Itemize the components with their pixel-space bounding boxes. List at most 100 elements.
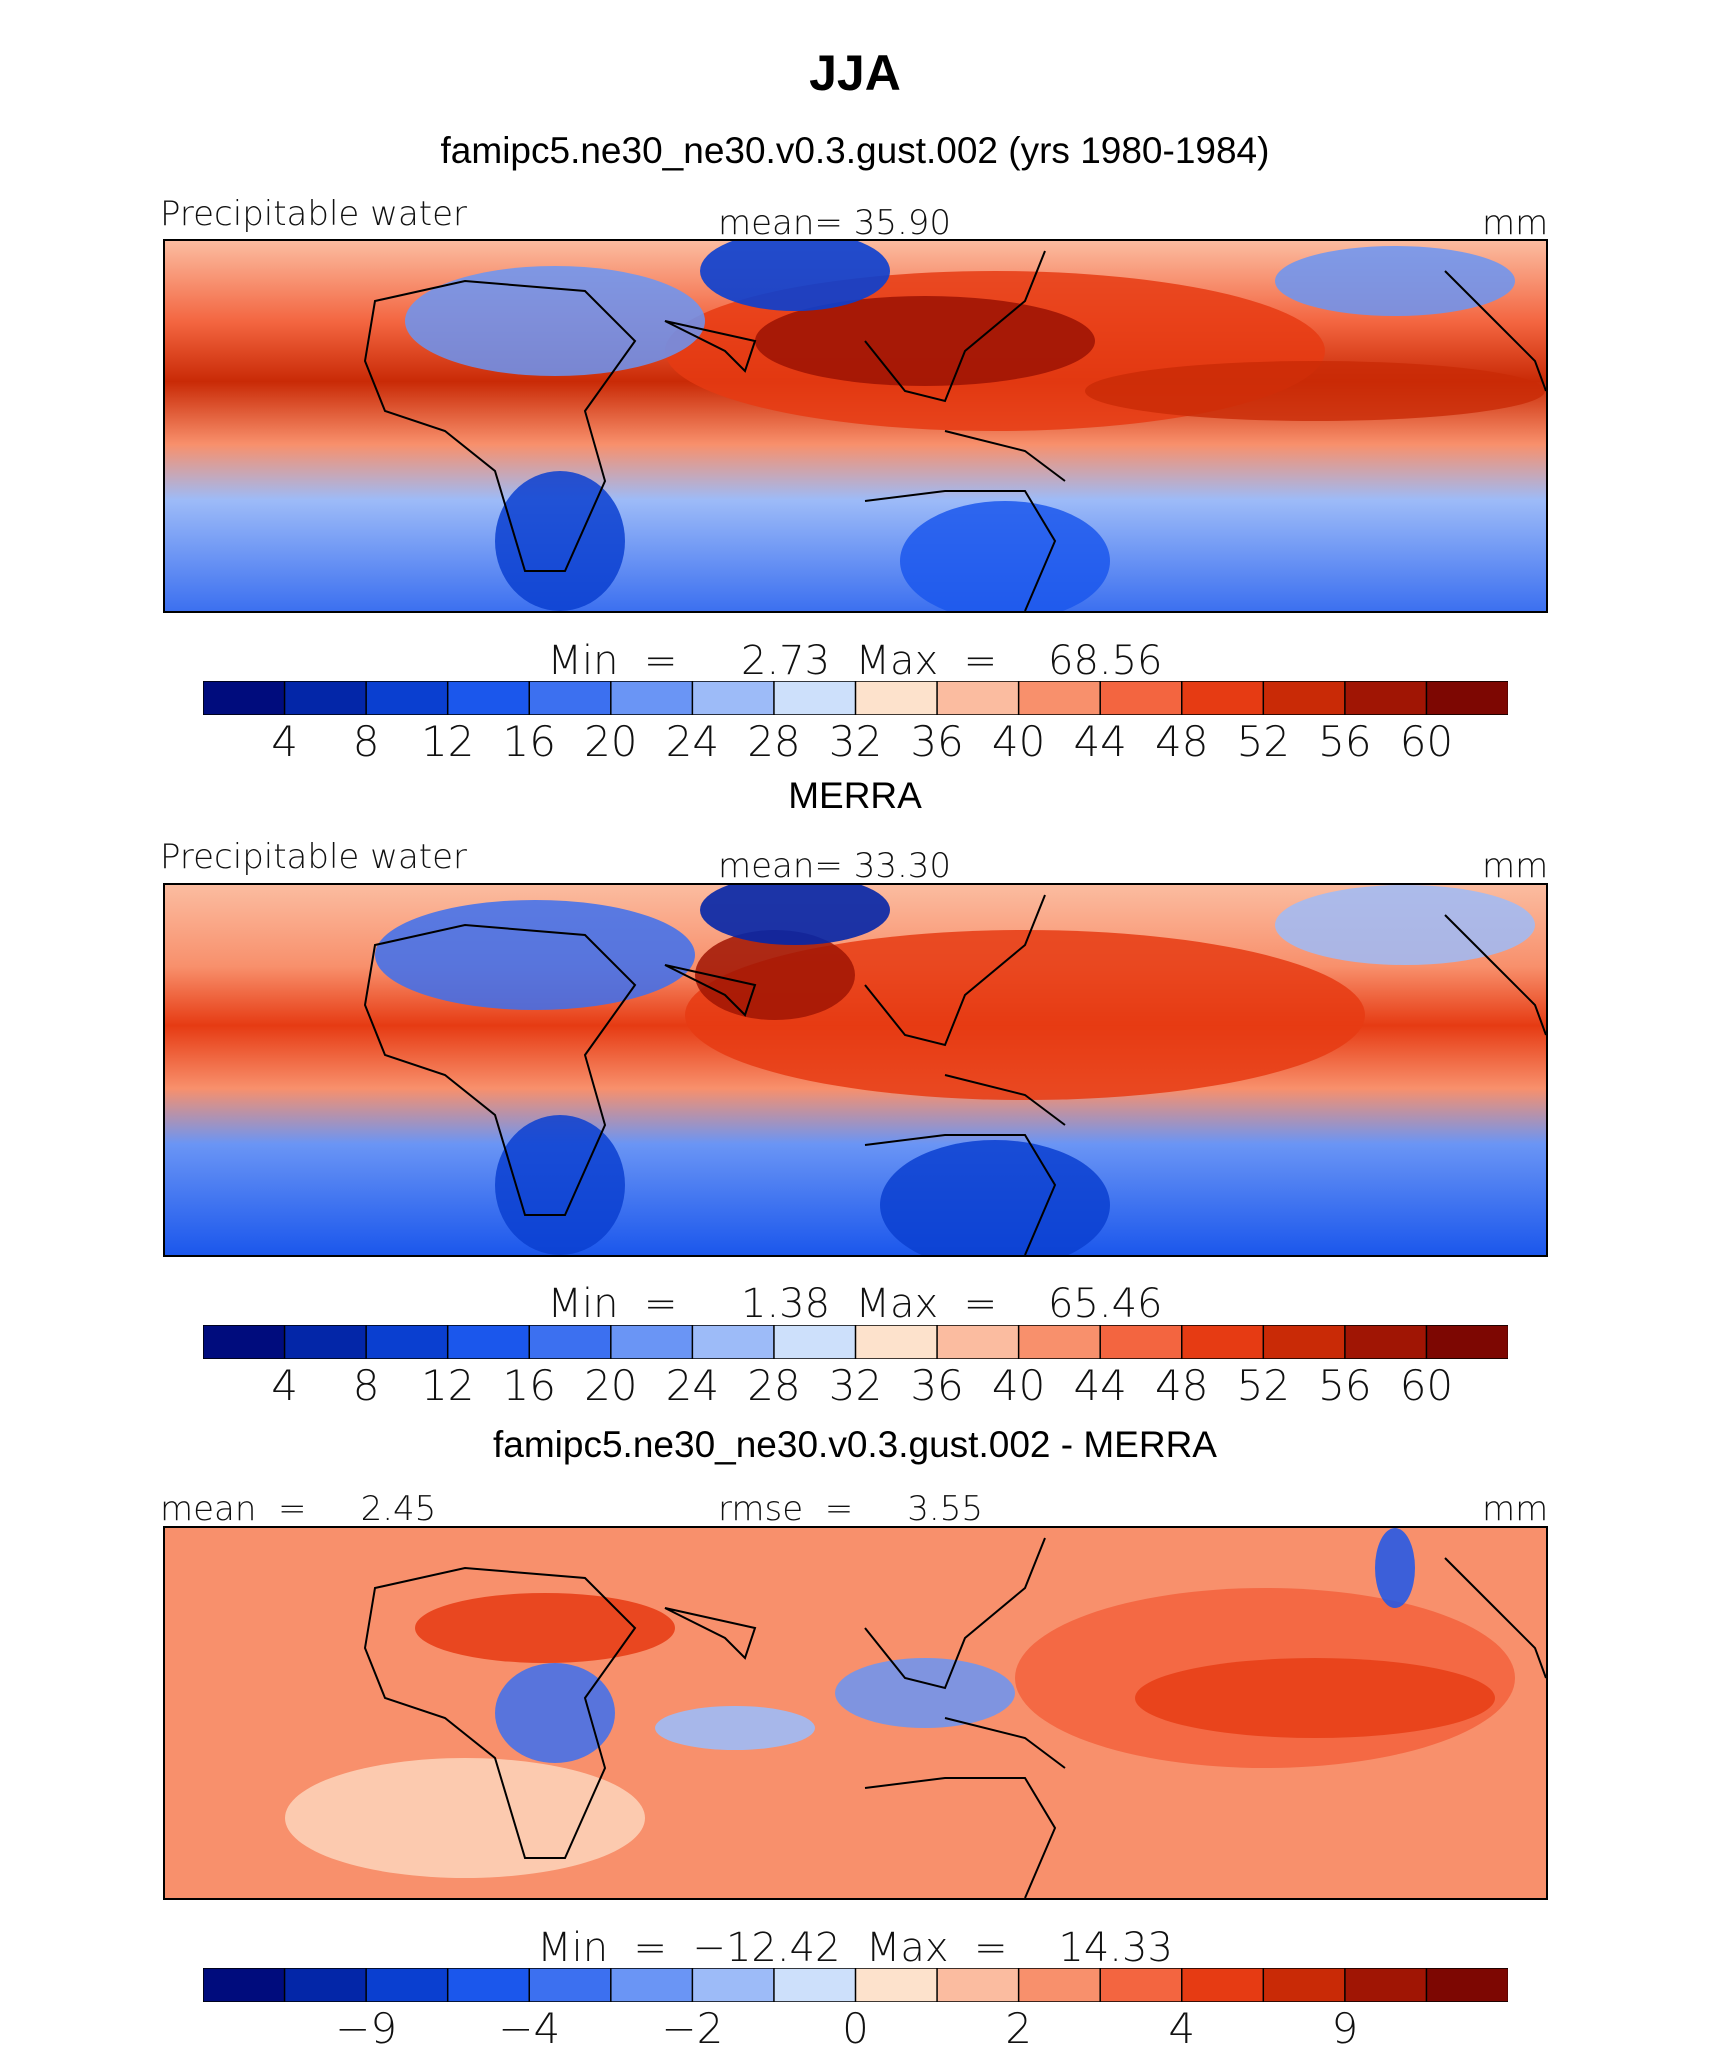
panel-1-units-label: mm bbox=[1482, 203, 1549, 243]
colorbar-swatch bbox=[1425, 681, 1508, 715]
colorbar-tick-label: −2 bbox=[661, 2004, 724, 2053]
colorbar-swatch bbox=[1262, 1968, 1347, 2002]
panel-3-congo-low bbox=[495, 1663, 615, 1763]
colorbar-tick-label: 24 bbox=[665, 717, 720, 766]
colorbar-tick-label: 32 bbox=[828, 1361, 883, 1410]
panel-3-southern-light bbox=[285, 1758, 645, 1878]
panel-1-africa-south-dry bbox=[495, 471, 625, 611]
panel-1-mean-label: mean= 35.90 bbox=[718, 203, 952, 243]
colorbar-swatch bbox=[1017, 681, 1102, 715]
colorbar-tick-label: −9 bbox=[335, 2004, 398, 2053]
colorbar-tick-label: 20 bbox=[584, 717, 638, 766]
panel-2-max-core bbox=[695, 930, 855, 1020]
panel-2-sahara-dry bbox=[375, 900, 695, 1010]
figure-title: JJA bbox=[809, 45, 901, 101]
panel-1-max-core bbox=[755, 296, 1095, 386]
colorbar-swatch bbox=[528, 681, 613, 715]
panel-1-minmax: Min = 2.73 Max = 68.56 bbox=[547, 638, 1163, 684]
panel-2-australia-dry bbox=[880, 1140, 1110, 1255]
panel-3-map bbox=[163, 1526, 1548, 1900]
colorbar-swatch bbox=[691, 1325, 776, 1359]
colorbar-tick-label: 40 bbox=[991, 1361, 1046, 1410]
colorbar-tick-label: 52 bbox=[1236, 717, 1291, 766]
panel-2-units-label: mm bbox=[1482, 846, 1549, 886]
colorbar-tick-label: 52 bbox=[1236, 1361, 1291, 1410]
colorbar-swatch bbox=[1344, 681, 1428, 715]
colorbar-tick-label: 4 bbox=[271, 1361, 298, 1410]
colorbar-tick-label: 48 bbox=[1155, 717, 1209, 766]
colorbar-tick-label: −4 bbox=[498, 2004, 561, 2053]
colorbar-tick-label: 16 bbox=[502, 1361, 556, 1410]
panel-1-tibet-dry bbox=[700, 241, 890, 311]
colorbar-tick-label: 56 bbox=[1318, 717, 1372, 766]
colorbar-tick-label: 36 bbox=[910, 1361, 964, 1410]
colorbar-tick-label: 4 bbox=[271, 717, 298, 766]
colorbar-swatch bbox=[283, 1325, 368, 1359]
colorbar-swatch bbox=[1425, 1325, 1508, 1359]
colorbar-swatch bbox=[365, 681, 449, 715]
panel-3-sahel-high bbox=[415, 1593, 675, 1663]
colorbar-swatch bbox=[854, 681, 939, 715]
panel-2-heading: MERRA bbox=[788, 775, 922, 816]
colorbar-swatch bbox=[691, 1968, 776, 2002]
colorbar-swatch bbox=[1017, 1968, 1102, 2002]
colorbar-tick-label: 60 bbox=[1399, 1361, 1454, 1410]
colorbar-swatch bbox=[528, 1325, 613, 1359]
panel-3-colorbar bbox=[203, 1968, 1508, 2002]
panel-1-australia-dry bbox=[900, 501, 1110, 611]
panel-3-coastlines bbox=[363, 1537, 1546, 1898]
colorbar-tick-label: 60 bbox=[1399, 717, 1454, 766]
colorbar-tick-label: 32 bbox=[828, 717, 883, 766]
panel-2-mean-label: mean= 33.30 bbox=[718, 846, 952, 886]
colorbar-tick-label: 48 bbox=[1155, 1361, 1209, 1410]
colorbar-tick-label: 40 bbox=[991, 717, 1046, 766]
panel-3-pacific-core bbox=[1135, 1658, 1495, 1738]
colorbar-tick-label: 8 bbox=[352, 1361, 380, 1410]
colorbar-tick-label: 2 bbox=[1005, 2004, 1032, 2053]
colorbar-tick-label: 8 bbox=[352, 717, 380, 766]
panel-2-africa-south-dry bbox=[495, 1115, 625, 1255]
panel-2-npac-dry bbox=[1275, 885, 1535, 965]
panel-1-colorbar bbox=[203, 681, 1508, 715]
panel-2-warm-pool bbox=[685, 930, 1365, 1100]
colorbar-swatch bbox=[446, 1968, 531, 2002]
colorbar-swatch bbox=[610, 1968, 694, 2002]
colorbar-swatch bbox=[1181, 1968, 1265, 2002]
panel-3-mean-label: mean = 2.45 bbox=[160, 1489, 437, 1529]
colorbar-swatch bbox=[936, 681, 1020, 715]
colorbar-tick-label: 12 bbox=[420, 1361, 475, 1410]
colorbar-swatch bbox=[1262, 681, 1347, 715]
colorbar-swatch bbox=[1262, 1325, 1347, 1359]
colorbar-tick-label: 24 bbox=[665, 1361, 720, 1410]
colorbar-swatch bbox=[528, 1968, 613, 2002]
colorbar-tick-label: 12 bbox=[420, 717, 475, 766]
colorbar-swatch bbox=[1017, 1325, 1102, 1359]
colorbar-swatch bbox=[1099, 681, 1183, 715]
colorbar-swatch bbox=[446, 681, 531, 715]
colorbar-swatch bbox=[773, 681, 857, 715]
colorbar-swatch bbox=[773, 1968, 857, 2002]
panel-1-heading: famipc5.ne30_ne30.v0.3.gust.002 (yrs 198… bbox=[440, 130, 1270, 171]
panel-1-coastlines bbox=[363, 250, 1546, 611]
colorbar-tick-label: 20 bbox=[584, 1361, 638, 1410]
panel-2-colorbar bbox=[203, 1325, 1508, 1359]
colorbar-swatch bbox=[1099, 1968, 1183, 2002]
panel-2-variable-label: Precipitable water bbox=[160, 837, 468, 877]
colorbar-tick-label: 56 bbox=[1318, 1361, 1372, 1410]
colorbar-tick-label: 4 bbox=[1168, 2004, 1196, 2053]
colorbar-swatch bbox=[773, 1325, 857, 1359]
colorbar-swatch bbox=[1425, 1968, 1508, 2002]
colorbar-swatch bbox=[936, 1325, 1020, 1359]
colorbar-swatch bbox=[1181, 681, 1265, 715]
panel-1-pacific-itcz bbox=[1085, 361, 1545, 421]
panel-2-map bbox=[163, 883, 1548, 1257]
panel-1-variable-label: Precipitable water bbox=[160, 194, 468, 234]
colorbar-tick-label: 0 bbox=[842, 2004, 869, 2053]
colorbar-tick-label: 28 bbox=[747, 1361, 801, 1410]
panel-3-minmax: Min = −12.42 Max = 14.33 bbox=[537, 1925, 1173, 1971]
colorbar-swatch bbox=[283, 681, 368, 715]
panel-3-units-label: mm bbox=[1482, 1489, 1549, 1529]
colorbar-tick-label: 9 bbox=[1331, 2004, 1359, 2053]
colorbar-swatch bbox=[1099, 1325, 1183, 1359]
panel-2-coastlines bbox=[363, 894, 1546, 1255]
